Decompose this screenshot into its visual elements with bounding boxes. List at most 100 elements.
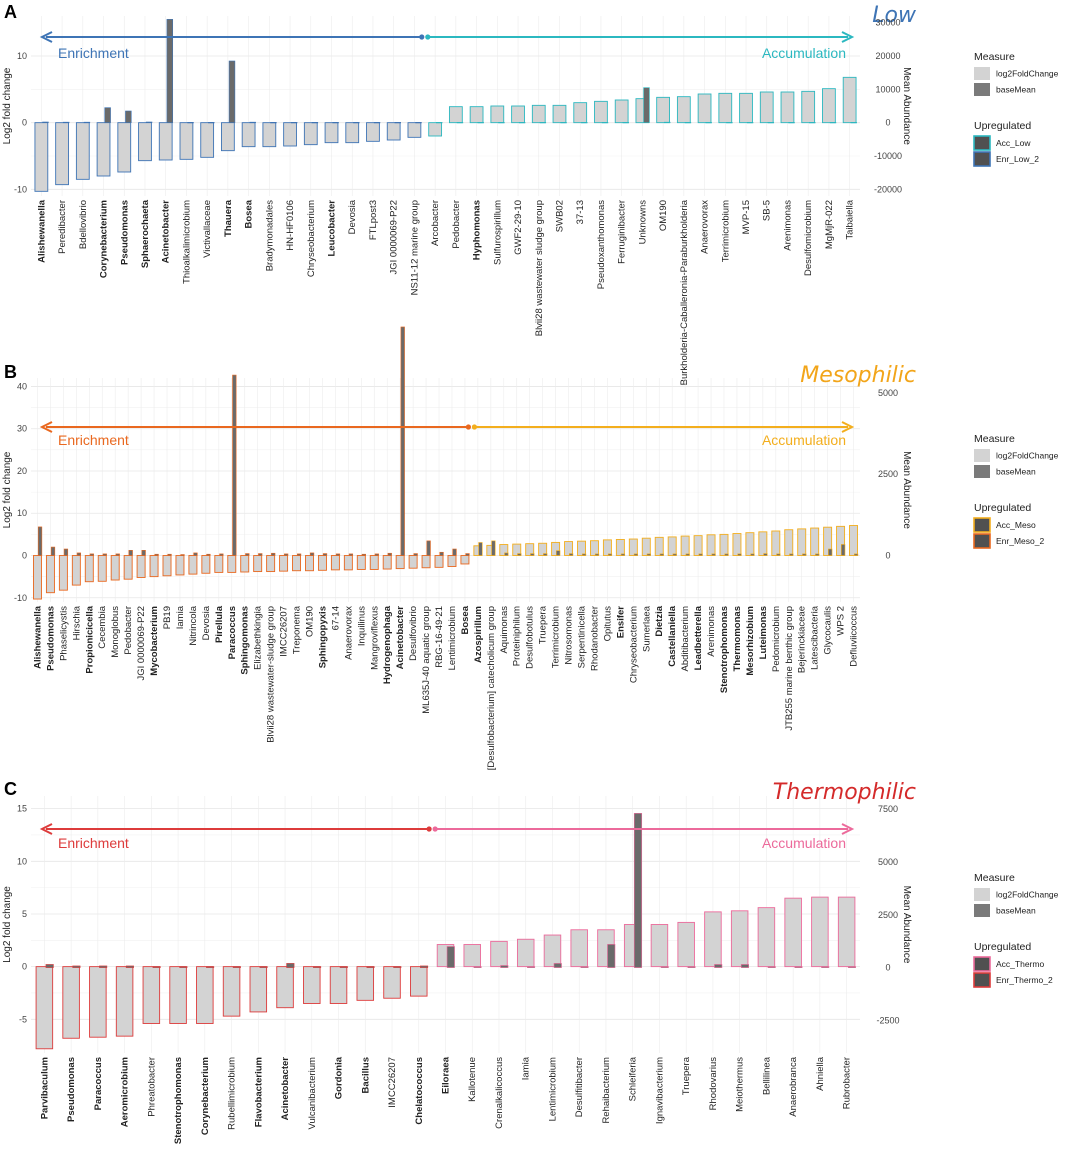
bar-log2foldchange — [463, 944, 481, 968]
y-axis-title: Log2 fold change — [2, 67, 13, 144]
bar-log2foldchange — [201, 555, 211, 574]
x-tick-label: Phaselicystis — [58, 606, 69, 661]
x-tick-label: Inquilinus — [356, 606, 367, 646]
legend-measure-item: baseMean — [996, 85, 1036, 95]
region-arrows: Enrichment Accumulation — [39, 421, 855, 448]
bar-log2foldchange — [329, 966, 348, 1004]
bar-log2foldchange — [784, 897, 802, 968]
bar-basemean — [607, 944, 616, 968]
x-tick-label: MVP-15 — [741, 200, 752, 234]
bar-log2foldchange — [784, 529, 794, 556]
x-tick-label: Devosia — [201, 605, 212, 640]
y2-tick-label: 30000 — [875, 18, 900, 28]
bar-basemean — [763, 553, 768, 556]
bar-log2foldchange — [849, 525, 858, 556]
bar-basemean — [789, 553, 794, 556]
x-tick-label: JGI 0000069-P22 — [389, 200, 400, 274]
x-tick-label: IMCC26207 — [279, 606, 290, 657]
bar-basemean — [83, 121, 91, 124]
x-tick-label: SB-5 — [762, 200, 773, 221]
bar-basemean — [633, 813, 643, 968]
region-arrows: Enrichment Accumulation — [39, 31, 855, 61]
bar-basemean — [794, 966, 803, 968]
y2-tick-label: 10000 — [875, 84, 900, 94]
accumulation-label: Accumulation — [762, 835, 846, 851]
bar-basemean — [400, 326, 405, 556]
panel-title: Thermophilic — [773, 780, 916, 805]
x-tick-label: OM190 — [304, 606, 315, 637]
bar-log2foldchange — [283, 122, 297, 147]
bar-log2foldchange — [158, 122, 173, 161]
bar-basemean — [517, 553, 522, 556]
bar-basemean — [232, 966, 241, 968]
bar-basemean — [841, 544, 846, 556]
bar-log2foldchange — [490, 940, 508, 968]
y2-tick-label: -2500 — [876, 1015, 899, 1025]
x-tick-label: Aeromicrobium — [120, 1057, 131, 1127]
bar-log2foldchange — [797, 528, 807, 556]
bar-log2foldchange — [324, 122, 339, 144]
bar-log2foldchange — [221, 122, 235, 152]
split-marker — [426, 826, 432, 832]
bar-log2foldchange — [200, 122, 215, 158]
x-tick-label: Lentimicrobium — [447, 606, 458, 670]
bar-log2foldchange — [214, 555, 224, 573]
bar-basemean — [72, 965, 81, 968]
legend: Measure log2FoldChange baseMean Upregulated… — [973, 433, 1059, 549]
bar-log2foldchange — [75, 122, 90, 180]
bar-basemean — [633, 553, 638, 556]
x-tick-label: Victivallaceae — [202, 200, 213, 258]
x-tick-label: Pedobacter — [123, 606, 134, 655]
legend: Measure log2FoldChange baseMean Upregulated… — [973, 51, 1059, 167]
bar-basemean — [145, 121, 153, 123]
bar-basemean — [373, 122, 381, 124]
bar-basemean — [802, 553, 807, 556]
legend-upregulated-item: Acc_Low — [996, 138, 1031, 148]
y2-tick-label: 0 — [885, 963, 890, 973]
bar-basemean — [685, 553, 690, 556]
legend-swatch — [974, 67, 990, 80]
x-tick-label: Truepera — [538, 605, 549, 644]
y2-tick-label: 0 — [885, 118, 890, 128]
split-marker — [471, 424, 478, 430]
bar-log2foldchange — [538, 542, 548, 556]
bar-basemean — [104, 107, 111, 123]
x-tick-label: Desulfomicrobium — [803, 200, 814, 276]
x-tick-label: Lentimicrobium — [547, 1057, 558, 1121]
bar-basemean — [569, 553, 574, 556]
bar-basemean — [491, 540, 496, 556]
y-tick-label: 10 — [17, 856, 27, 866]
x-tick-label: Pseudomonas — [45, 606, 56, 671]
bar-basemean — [740, 964, 750, 968]
bar-basemean — [560, 122, 567, 124]
bar-log2foldchange — [693, 535, 703, 556]
bar-basemean — [620, 553, 626, 556]
x-tick-label: Bradymonadales — [264, 200, 275, 272]
x-tick-label: Thermomonas — [732, 606, 743, 671]
x-tick-label: Parvibaculum — [39, 1057, 50, 1119]
bar-log2foldchange — [656, 96, 670, 124]
bar-log2foldchange — [317, 555, 327, 571]
split-marker — [419, 34, 425, 40]
bar-log2foldchange — [573, 102, 588, 124]
enrichment-label: Enrichment — [58, 45, 129, 61]
x-tick-label: Gordonia — [334, 1056, 345, 1099]
split-marker — [465, 424, 472, 430]
x-tick-label: Castellaniella — [667, 605, 678, 666]
legend-measure-item: log2FoldChange — [996, 890, 1059, 900]
y-tick-label: 0 — [22, 118, 27, 128]
bar-log2foldchange — [169, 966, 187, 1024]
x-axis-labels: Alishewanella Peredibacter Bdellovibrio Cor… — [36, 199, 855, 385]
bar-basemean — [348, 553, 354, 556]
y2-tick-label: -10000 — [874, 151, 902, 161]
y-axis-title: Log2 fold change — [2, 886, 13, 963]
bar-log2foldchange — [123, 555, 133, 580]
bar-basemean — [166, 19, 174, 123]
legend-upregulated-title: Upregulated — [974, 941, 1031, 953]
bar-basemean — [809, 122, 816, 124]
bar-log2foldchange — [730, 910, 749, 968]
bar-basemean — [726, 122, 733, 124]
bar-basemean — [45, 964, 54, 968]
bar-basemean — [193, 552, 198, 556]
